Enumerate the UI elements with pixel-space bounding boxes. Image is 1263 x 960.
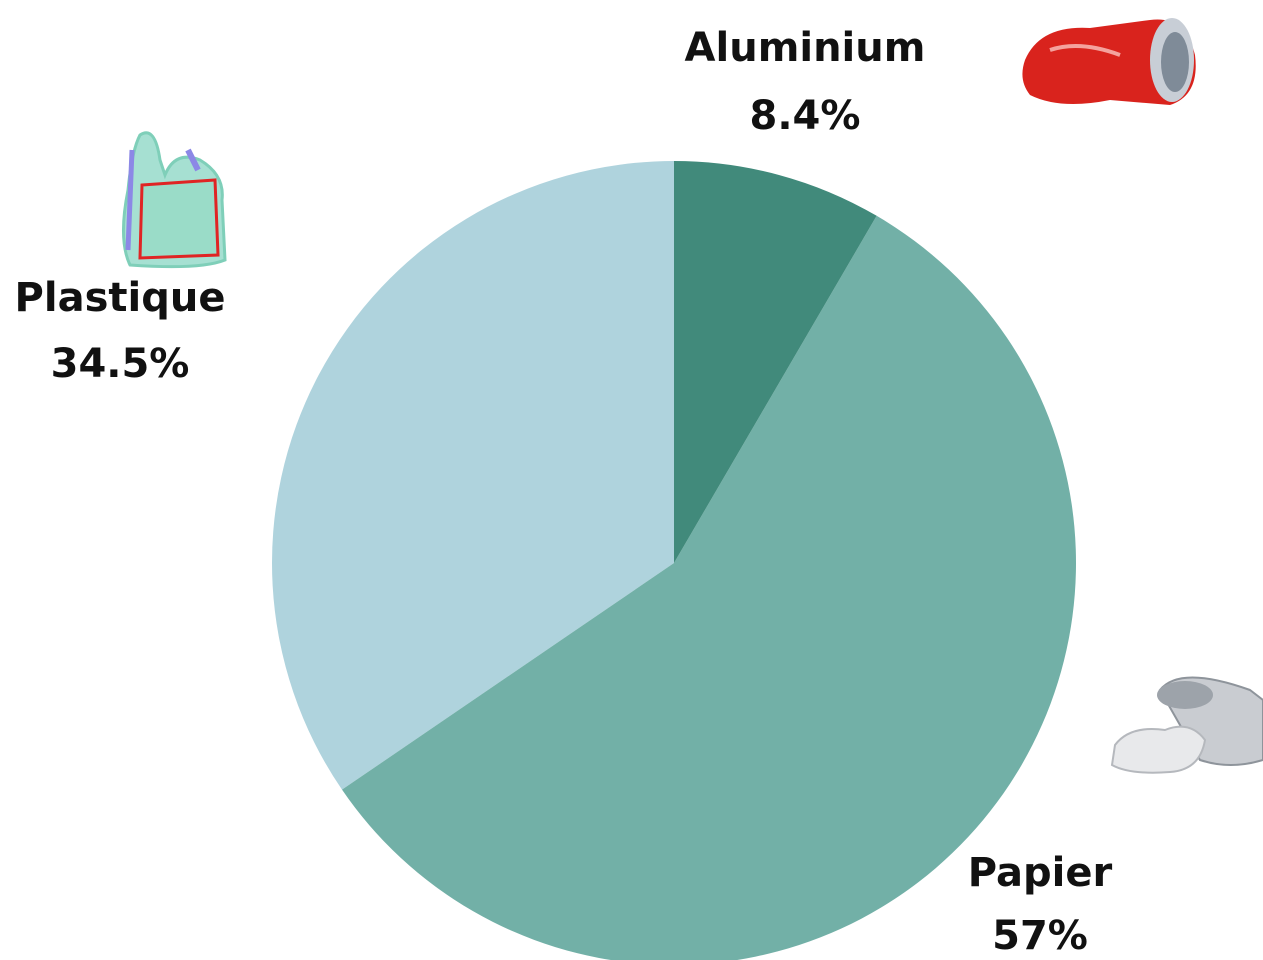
value-label: 8.4% xyxy=(750,93,861,139)
slice-label: Papier xyxy=(968,850,1113,896)
bag-icon xyxy=(123,133,225,267)
slice-label: Aluminium xyxy=(685,25,926,71)
chart: 34.5% Plastique 57% Papier 8.4% Aluminium xyxy=(0,0,1263,960)
value-label: 57% xyxy=(992,913,1088,959)
slice-label: Plastique xyxy=(15,275,226,321)
value-label: 34.5% xyxy=(51,341,190,387)
can-icon xyxy=(1022,18,1195,105)
bin-icon xyxy=(1112,678,1263,773)
